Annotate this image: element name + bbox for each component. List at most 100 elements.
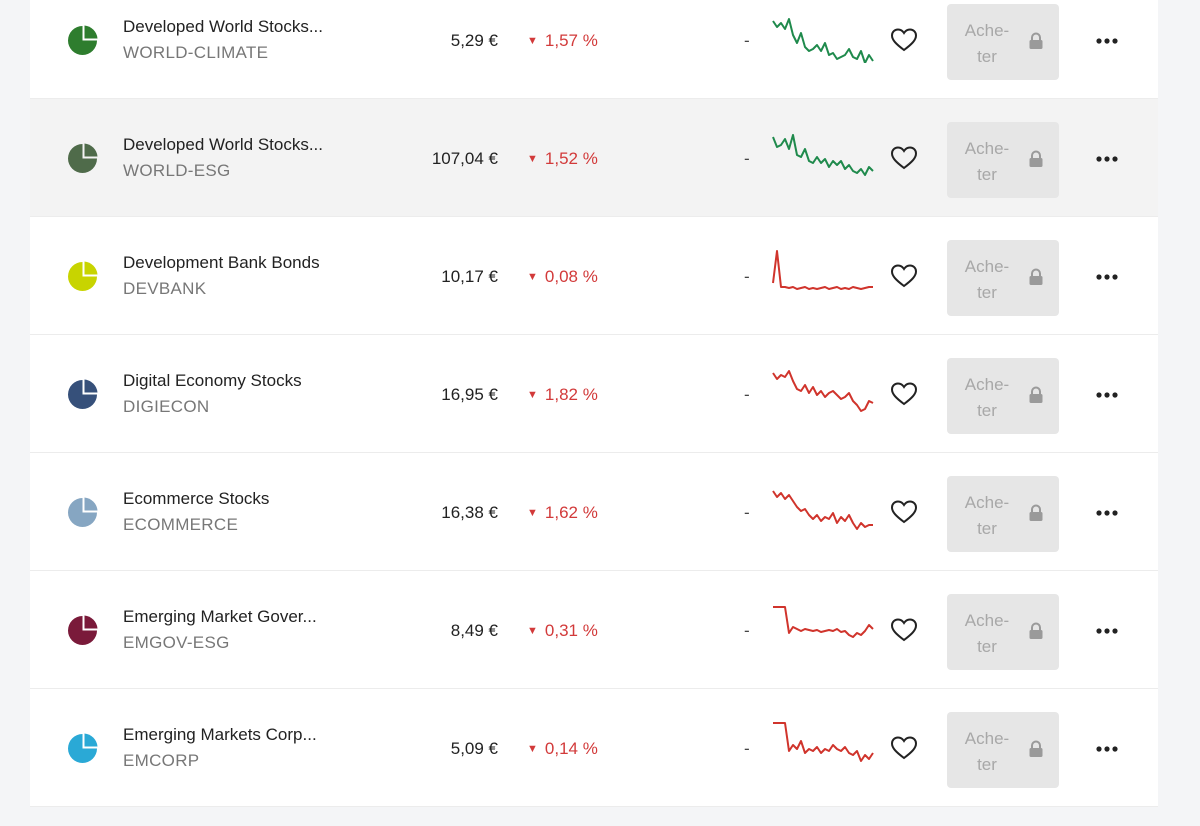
lock-icon [1028,32,1044,50]
price-change-value: 0,08 % [544,267,598,286]
list-item-emcorp[interactable]: Emerging Markets Corp... EMCORP 5,09 € ▼… [30,689,1158,807]
pie-chart-icon [67,615,98,646]
buy-button[interactable]: Ache-ter [947,712,1059,788]
lock-icon [1028,150,1044,168]
fund-name: Emerging Markets Corp... [123,725,317,744]
heart-icon[interactable] [890,145,918,171]
performance-value: - [744,149,750,168]
buy-button-label: Ache-ter [964,493,1010,538]
fund-list: Developed World Stocks... WORLD-CLIMATE … [30,0,1158,807]
buy-button-label: Ache-ter [964,21,1010,66]
sparkline-chart [772,7,874,64]
buy-button[interactable]: Ache-ter [947,4,1059,80]
heart-icon[interactable] [890,381,918,407]
price-change: ▼ 0,14 % [527,739,598,759]
lock-icon [1028,740,1044,758]
pie-chart-icon [67,25,98,56]
buy-button-label: Ache-ter [964,729,1010,774]
sparkline-chart [772,243,874,299]
buy-button-label: Ache-ter [964,375,1010,420]
price-change-value: 0,14 % [544,739,598,758]
more-options-icon[interactable] [1096,267,1118,287]
fund-ticker: DIGIECON [123,397,210,416]
buy-button-label: Ache-ter [964,257,1010,302]
heart-icon[interactable] [890,617,918,643]
pie-chart-icon [67,733,98,764]
performance-value: - [744,385,750,404]
fund-name: Ecommerce Stocks [123,489,270,508]
buy-button[interactable]: Ache-ter [947,122,1059,198]
performance-value: - [744,267,750,286]
buy-button[interactable]: Ache-ter [947,358,1059,434]
fund-ticker: WORLD-CLIMATE [123,43,269,62]
list-item-digiecon[interactable]: Digital Economy Stocks DIGIECON 16,95 € … [30,335,1158,453]
more-options-icon[interactable] [1096,385,1118,405]
performance-value: - [744,739,750,758]
buy-button-label: Ache-ter [964,611,1010,656]
sparkline-chart [772,479,874,535]
fund-ticker: DEVBANK [123,279,207,298]
more-options-icon[interactable] [1096,31,1118,51]
list-item-ecommerce[interactable]: Ecommerce Stocks ECOMMERCE 16,38 € ▼ 1,62… [30,453,1158,571]
price-change: ▼ 1,82 % [527,385,598,405]
fund-price: 107,04 € [431,149,498,168]
more-options-icon[interactable] [1096,503,1118,523]
heart-icon[interactable] [890,499,918,525]
lock-icon [1028,268,1044,286]
heart-icon[interactable] [890,735,918,761]
list-item-world-esg[interactable]: Developed World Stocks... WORLD-ESG 107,… [30,99,1158,217]
sparkline-chart [772,715,874,771]
price-change-value: 1,57 % [544,31,598,50]
fund-price: 5,09 € [450,739,498,758]
fund-price: 16,38 € [441,503,498,522]
price-change-value: 1,82 % [544,385,598,404]
down-triangle-icon: ▼ [527,507,538,519]
buy-button[interactable]: Ache-ter [947,594,1059,670]
fund-name: Developed World Stocks... [123,17,323,36]
buy-button[interactable]: Ache-ter [947,240,1059,316]
fund-name: Development Bank Bonds [123,253,320,272]
buy-button-label: Ache-ter [964,139,1010,184]
fund-price: 16,95 € [441,385,498,404]
fund-price: 8,49 € [450,621,498,640]
price-change: ▼ 1,62 % [527,503,598,523]
pie-chart-icon [67,261,98,292]
fund-ticker: EMGOV-ESG [123,633,230,652]
sparkline-chart [772,125,874,181]
more-options-icon[interactable] [1096,621,1118,641]
price-change: ▼ 0,08 % [527,267,598,287]
performance-value: - [744,621,750,640]
fund-name: Emerging Market Gover... [123,607,317,626]
fund-ticker: EMCORP [123,751,200,770]
buy-button[interactable]: Ache-ter [947,476,1059,552]
price-change: ▼ 0,31 % [527,621,598,641]
list-item-emgov-esg[interactable]: Emerging Market Gover... EMGOV-ESG 8,49 … [30,571,1158,689]
fund-name: Developed World Stocks... [123,135,323,154]
more-options-icon[interactable] [1096,739,1118,759]
performance-value: - [744,31,750,50]
down-triangle-icon: ▼ [527,389,538,401]
sparkline-chart [772,361,874,417]
price-change: ▼ 1,52 % [527,149,598,169]
performance-value: - [744,503,750,522]
price-change: ▼ 1,57 % [527,31,598,51]
heart-icon[interactable] [890,27,918,53]
pie-chart-icon [67,143,98,174]
lock-icon [1028,504,1044,522]
fund-ticker: WORLD-ESG [123,161,231,180]
lock-icon [1028,386,1044,404]
fund-price: 5,29 € [450,31,498,50]
down-triangle-icon: ▼ [527,271,538,283]
down-triangle-icon: ▼ [527,153,538,165]
down-triangle-icon: ▼ [527,625,538,637]
list-item-devbank[interactable]: Development Bank Bonds DEVBANK 10,17 € ▼… [30,217,1158,335]
list-item-world-climate[interactable]: Developed World Stocks... WORLD-CLIMATE … [30,0,1158,99]
sparkline-chart [772,597,874,653]
price-change-value: 1,52 % [544,149,598,168]
more-options-icon[interactable] [1096,149,1118,169]
down-triangle-icon: ▼ [527,35,538,47]
pie-chart-icon [67,379,98,410]
fund-name: Digital Economy Stocks [123,371,302,390]
price-change-value: 1,62 % [544,503,598,522]
heart-icon[interactable] [890,263,918,289]
